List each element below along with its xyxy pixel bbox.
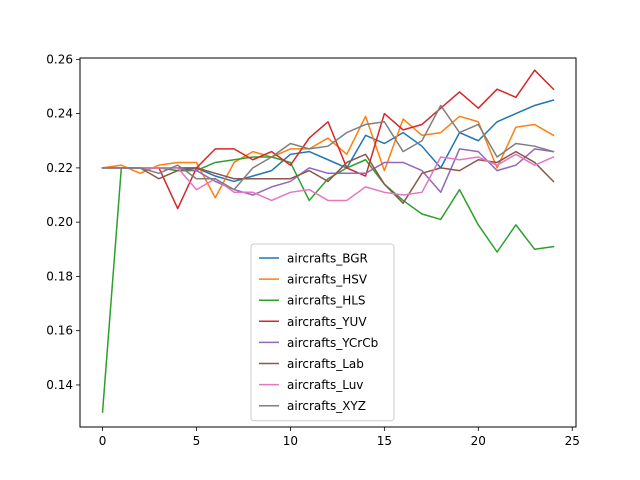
x-tick-label: 25 [565,434,580,448]
x-axis: 0 5 10 15 20 25 [99,427,580,448]
legend-label-aircrafts_YCrCb: aircrafts_YCrCb [287,336,378,350]
series-line-aircrafts_YUV [101,69,555,210]
x-tick-label: 15 [377,434,392,448]
legend-label-aircrafts_XYZ: aircrafts_XYZ [287,399,366,413]
legend-label-aircrafts_YUV: aircrafts_YUV [287,315,367,329]
series-line-aircrafts_HSV [101,115,555,199]
x-tick-label: 0 [99,434,107,448]
y-tick-label: 0.18 [46,269,73,283]
y-tick-label: 0.22 [46,161,73,175]
y-tick-label: 0.24 [46,107,73,121]
series-line-aircrafts_Luv [101,153,555,202]
y-axis: 0.14 0.16 0.18 0.20 0.22 0.24 0.26 [46,52,80,392]
legend-label-aircrafts_HSV: aircrafts_HSV [287,273,368,287]
y-tick-label: 0.26 [46,52,73,66]
legend-label-aircrafts_HLS: aircrafts_HLS [287,294,366,308]
plot-area-frame [79,57,577,428]
series-layer [101,69,555,413]
series-line-aircrafts_Lab [101,150,555,204]
y-tick-label: 0.16 [46,324,73,338]
series-line-aircrafts_XYZ [101,104,555,191]
legend-label-aircrafts_Luv: aircrafts_Luv [287,378,363,392]
x-tick-label: 5 [193,434,201,448]
y-tick-label: 0.14 [46,378,73,392]
y-tick-label: 0.20 [46,215,73,229]
x-tick-label: 10 [283,434,298,448]
x-tick-label: 20 [471,434,486,448]
legend-label-aircrafts_Lab: aircrafts_Lab [287,357,364,371]
legend-box [250,243,395,422]
legend-label-aircrafts_BGR: aircrafts_BGR [287,252,368,266]
legend: aircrafts_BGR aircrafts_HSV aircrafts_HLSa… [250,243,395,422]
